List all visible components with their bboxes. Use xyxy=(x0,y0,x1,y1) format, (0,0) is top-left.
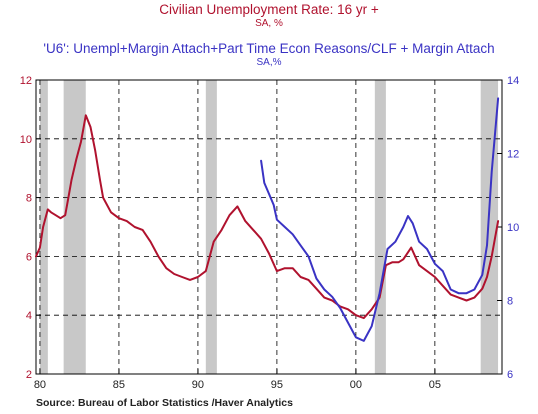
plot-frame xyxy=(35,79,503,375)
series-lines xyxy=(35,97,500,342)
tick-label-left: 6 xyxy=(26,251,32,263)
gridlines xyxy=(36,80,502,374)
recession-band xyxy=(374,80,386,374)
tick-label-left: 4 xyxy=(26,310,32,322)
tick-label-left: 12 xyxy=(20,75,32,87)
chart-subtitle-u6: SA,% xyxy=(256,57,282,68)
tick-label-left: 8 xyxy=(26,193,32,205)
tick-label-right: 10 xyxy=(507,222,519,234)
tick-label-x: 05 xyxy=(429,379,441,391)
series-line-unrate xyxy=(35,114,500,320)
recession-bands xyxy=(39,80,499,374)
series-line-u6 xyxy=(260,97,500,342)
tick-label-right: 6 xyxy=(507,369,513,381)
tick-label-x: 85 xyxy=(113,379,125,391)
tick-label-x: 80 xyxy=(34,379,46,391)
tick-label-right: 12 xyxy=(507,149,519,161)
source-note: Source: Bureau of Labor Statistics /Have… xyxy=(36,397,293,409)
chart-title-u6: 'U6': Unempl+Margin Attach+Part Time Eco… xyxy=(43,41,495,56)
tick-label-x: 95 xyxy=(271,379,283,391)
axis-ticks: 2 4 6 8 10 12 6 8 10 12 14 80 85 90 95 00 05 xyxy=(20,75,520,391)
tick-label-left: 2 xyxy=(26,369,32,381)
tick-label-right: 14 xyxy=(507,75,519,87)
chart-subtitle-unrate: SA, % xyxy=(255,18,283,29)
tick-label-x: 90 xyxy=(192,379,204,391)
tick-label-right: 8 xyxy=(507,296,513,308)
chart-title-unrate: Civilian Unemployment Rate: 16 yr + xyxy=(159,2,379,17)
tick-label-x: 00 xyxy=(350,379,362,391)
recession-band xyxy=(63,80,86,374)
tick-label-left: 10 xyxy=(20,134,32,146)
recession-band xyxy=(205,80,217,374)
